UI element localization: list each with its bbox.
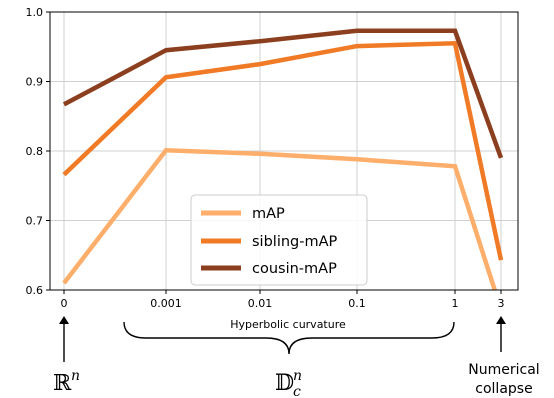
collapse-annotation: Numerical collapse <box>468 316 540 397</box>
legend-label-sibling-map: sibling-mAP <box>252 234 338 250</box>
x-axis-title: Hyperbolic curvature <box>230 318 346 331</box>
y-tick-label-1: 0.7 <box>26 215 44 228</box>
y-tick-label-3: 0.9 <box>26 76 44 89</box>
poincare-symbol: 𝔻 <box>275 371 294 396</box>
legend-label-cousin-map: cousin-mAP <box>252 261 337 277</box>
y-tick-label-2: 0.8 <box>26 145 44 158</box>
series-line-mAP <box>62 148 498 290</box>
collapse-label-line1: Numerical <box>468 362 539 378</box>
x-tick-label-3: 0.1 <box>348 297 366 310</box>
legend-box <box>190 194 368 286</box>
euclidean-symbol: ℝ <box>53 371 72 396</box>
euclidean-annotation: ℝ n <box>53 316 80 396</box>
poincare-superscript: n <box>293 368 302 384</box>
y-tick-label-4: 1.0 <box>26 6 44 19</box>
collapse-arrowhead <box>496 316 506 324</box>
x-tick-label-2: 0.01 <box>248 297 273 310</box>
y-tick-label-0: 0.6 <box>26 284 44 297</box>
poincare-subscript: c <box>293 384 301 398</box>
series-lines <box>62 28 504 290</box>
series-line-cousin-mAP <box>62 28 504 159</box>
y-ticks: 0.6 0.7 0.8 0.9 1.0 <box>26 6 50 297</box>
legend-label-map: mAP <box>252 206 285 222</box>
euclidean-arrowhead <box>59 316 69 324</box>
series-line-sibling-mAP <box>62 40 504 261</box>
poincare-annotation: 𝔻 n c <box>123 321 455 398</box>
x-tick-label-1: 0.001 <box>150 297 182 310</box>
collapse-label-line2: collapse <box>475 381 532 397</box>
legend: mAP sibling-mAP cousin-mAP <box>190 194 368 286</box>
x-tick-label-0: 0 <box>61 297 68 310</box>
euclidean-superscript: n <box>71 368 80 384</box>
x-ticks: 0 0.001 0.01 0.1 1 3 <box>61 290 505 310</box>
curly-brace <box>123 321 455 355</box>
x-tick-label-4: 1 <box>452 297 459 310</box>
x-tick-label-5: 3 <box>498 297 505 310</box>
